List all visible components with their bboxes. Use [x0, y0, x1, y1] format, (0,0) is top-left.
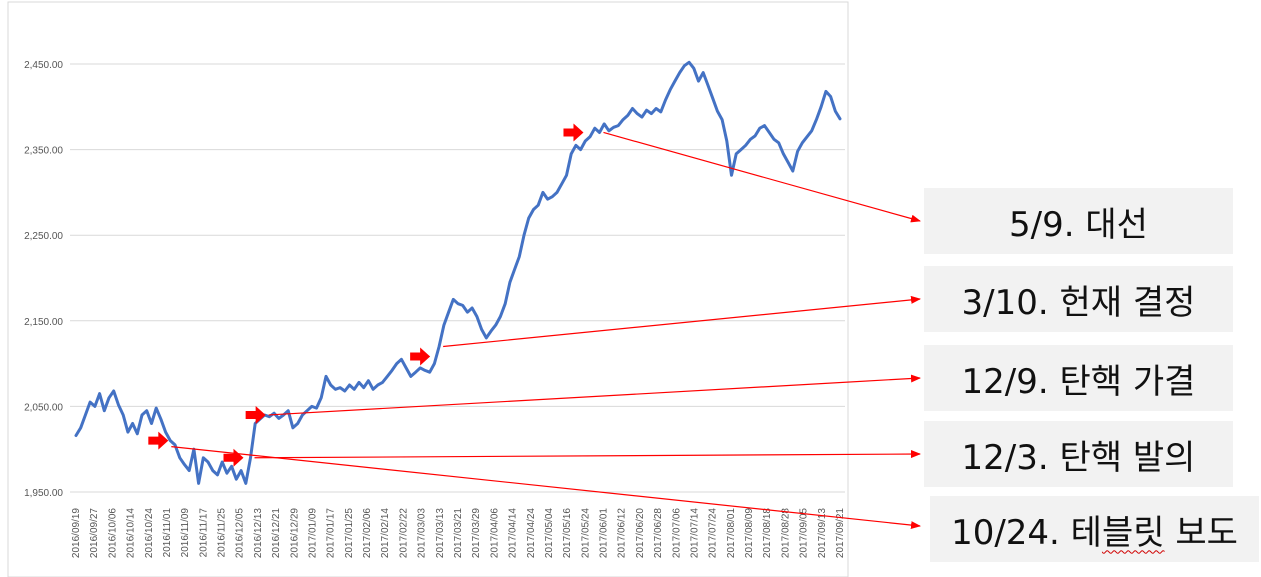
x-tick-label: 2017/03/29	[471, 508, 482, 558]
x-tick-label: 2016/10/24	[144, 508, 155, 558]
x-tick-label: 2017/04/06	[489, 508, 500, 558]
chart-frame	[7, 1, 849, 577]
x-tick-label: 2016/11/09	[180, 508, 191, 558]
x-tick-label: 2016/11/25	[217, 508, 228, 558]
x-tick-label: 2017/03/21	[453, 508, 464, 558]
x-tick-label: 2016/12/29	[289, 508, 300, 558]
y-tick-label: 1,950.00	[24, 488, 63, 499]
y-tick-label: 2,450.00	[24, 60, 63, 71]
x-tick-label: 2016/12/05	[235, 508, 246, 558]
annotation-impeachment-passed-label: 12/9. 탄핵 가결	[961, 361, 1196, 402]
annotation-court-decision-label: 3/10. 헌재 결정	[961, 282, 1196, 323]
x-tick-label: 2017/02/06	[362, 508, 373, 558]
x-tick-label: 2017/08/09	[744, 508, 755, 558]
event-marker-arrow	[148, 431, 169, 450]
x-tick-label: 2017/02/22	[398, 508, 409, 558]
series-layer	[74, 60, 842, 485]
x-tick-label: 2017/06/28	[653, 508, 664, 558]
annotation-impeachment-motion: 12/3. 탄핵 발의	[924, 421, 1233, 487]
x-tick-label: 2017/07/06	[671, 508, 682, 558]
x-tick-label: 2017/01/25	[344, 508, 355, 558]
x-tick-label: 2017/04/14	[508, 508, 519, 558]
x-tick-label: 2017/08/28	[780, 508, 791, 558]
x-tick-label: 2017/03/13	[435, 508, 446, 558]
annotation-leader-line	[268, 374, 921, 416]
x-tick-label: 2016/12/13	[253, 508, 264, 558]
event-marker-arrow	[563, 123, 584, 142]
x-tick-label: 2017/07/24	[708, 508, 719, 558]
gridlines	[70, 63, 845, 493]
annotation-tablet-report-label: 10/24. 테블릿 보도	[951, 512, 1238, 553]
x-tick-label: 2016/11/17	[198, 508, 209, 558]
annotation-impeachment-passed: 12/9. 탄핵 가결	[924, 345, 1233, 411]
annotation-election: 5/9. 대선	[924, 188, 1233, 254]
x-tick-label: 2017/09/05	[799, 508, 810, 558]
x-tick-label: 2017/05/04	[544, 508, 555, 558]
series-line	[74, 60, 842, 485]
x-tick-label: 2017/06/01	[599, 508, 610, 558]
y-tick-label: 2,050.00	[24, 402, 63, 413]
y-tick-label: 2,250.00	[24, 231, 63, 242]
x-axis-ticks: 2016/09/19 2016/09/27 2016/10/06 2016/10/14…	[71, 508, 846, 558]
x-tick-label: 2016/11/01	[162, 508, 173, 558]
x-tick-label: 2017/01/17	[326, 508, 337, 558]
x-tick-label: 2017/09/21	[835, 508, 846, 558]
y-tick-label: 2,150.00	[24, 317, 63, 328]
x-tick-label: 2017/09/13	[817, 508, 828, 558]
x-tick-label: 2016/10/14	[126, 508, 137, 558]
x-tick-label: 2016/12/21	[271, 508, 282, 558]
y-axis-ticks: 1,950.00 2,050.00 2,150.00 2,250.00 2,350.00…	[24, 60, 63, 499]
event-marker-arrow	[245, 405, 266, 424]
x-tick-label: 2017/03/03	[417, 508, 428, 558]
x-tick-label: 2016/10/06	[107, 508, 118, 558]
annotation-election-label: 5/9. 대선	[1009, 204, 1148, 245]
x-tick-label: 2017/08/01	[726, 508, 737, 558]
annotation-arrows	[148, 123, 921, 530]
annotation-court-decision: 3/10. 헌재 결정	[924, 266, 1233, 332]
x-tick-label: 2016/09/27	[89, 508, 100, 558]
x-tick-label: 2017/04/24	[526, 508, 537, 558]
event-marker-arrow	[410, 347, 431, 366]
x-tick-label: 2017/01/09	[307, 508, 318, 558]
annotation-leader-line	[603, 131, 921, 223]
y-tick-label: 2,350.00	[24, 146, 63, 157]
x-tick-label: 2017/08/18	[762, 508, 773, 558]
x-tick-label: 2017/06/12	[617, 508, 628, 558]
x-tick-label: 2017/05/16	[562, 508, 573, 558]
annotation-leader-line	[171, 446, 921, 530]
annotation-impeachment-motion-label: 12/3. 탄핵 발의	[961, 437, 1196, 478]
x-tick-label: 2016/09/19	[71, 508, 82, 558]
x-tick-label: 2017/06/20	[635, 508, 646, 558]
annotation-leader-line	[254, 450, 921, 459]
x-tick-label: 2017/02/14	[380, 508, 391, 558]
x-tick-label: 2017/07/14	[689, 508, 700, 558]
x-tick-label: 2017/05/24	[580, 508, 591, 558]
annotation-tablet-report: 10/24. 테블릿 보도	[930, 496, 1259, 562]
annotation-leader-line	[443, 295, 921, 348]
